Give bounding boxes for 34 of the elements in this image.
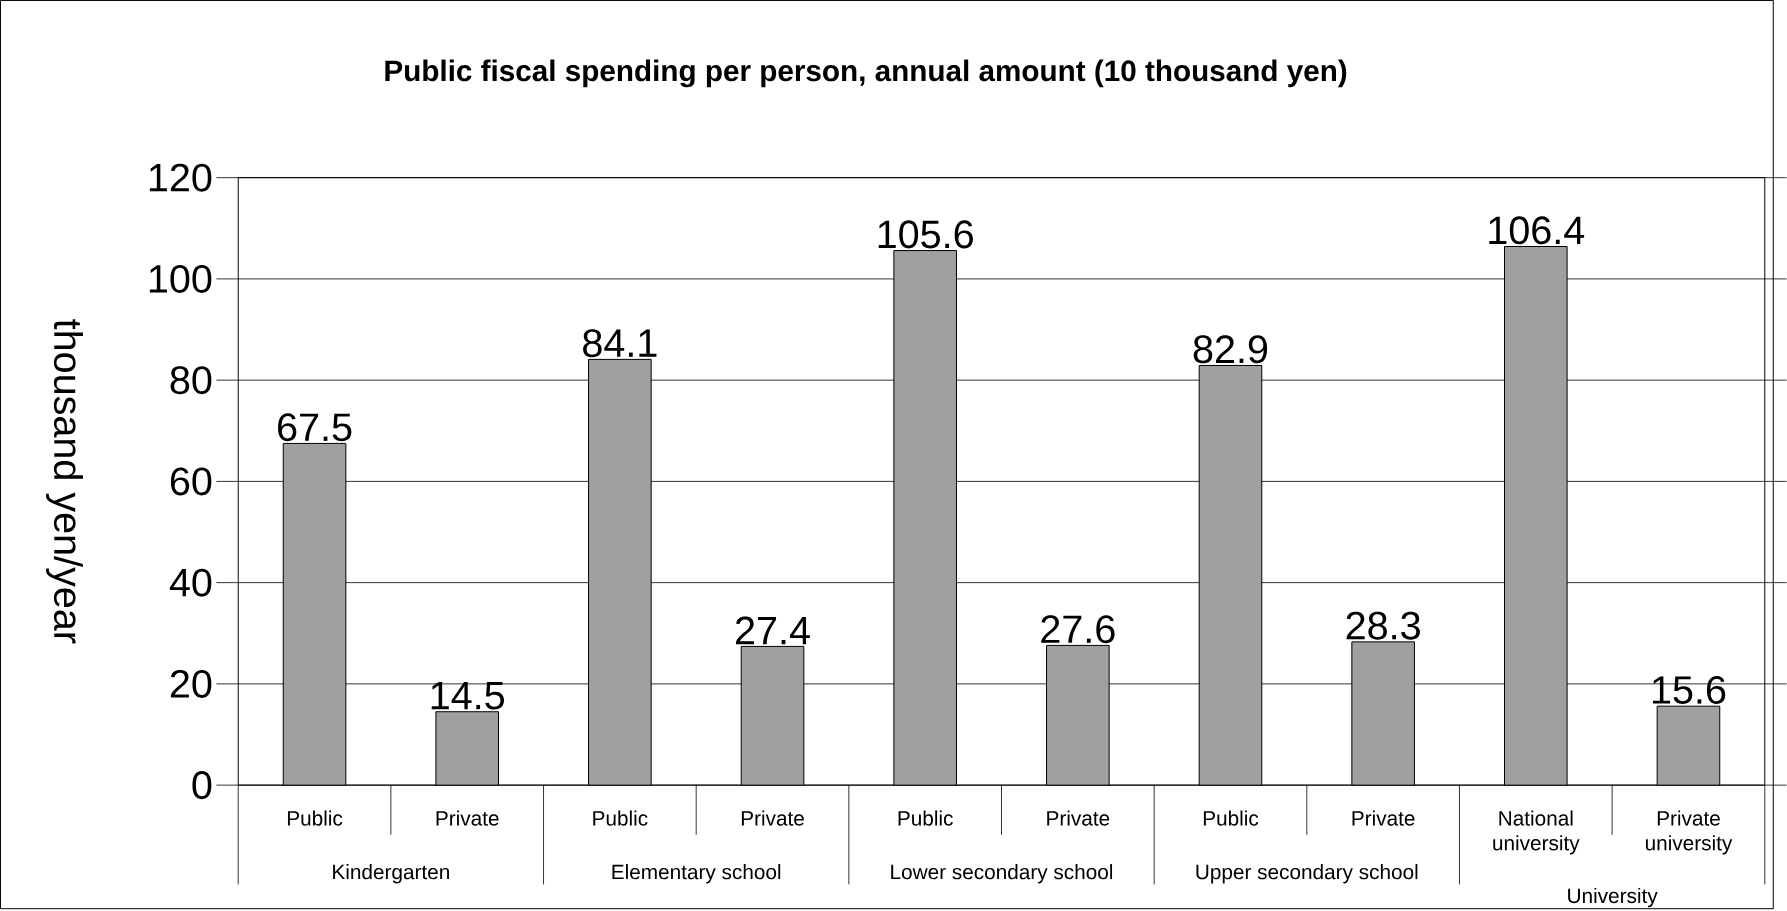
x-tick-label: Private xyxy=(436,810,499,826)
text: University xyxy=(1568,888,1658,908)
data-label: 67.5 xyxy=(278,413,352,442)
x-tick-label: Public xyxy=(898,810,953,826)
chart-title: Public fiscal spending per person, annual amount (10 thousand yen) xyxy=(385,59,1347,88)
data-label: 28.3 xyxy=(1346,611,1420,640)
data-label: 27.6 xyxy=(1041,615,1115,644)
data-label: 27.4 xyxy=(736,616,810,645)
y-tick-label: 80 xyxy=(170,366,212,395)
x-tick-label: Private xyxy=(1352,810,1415,826)
data-label: 105.6 xyxy=(878,220,973,249)
data-label: 84.1 xyxy=(583,329,657,358)
data-label: 106.4 xyxy=(1489,216,1585,245)
x-tick-label: Private xyxy=(1047,810,1110,826)
y-tick-label: 40 xyxy=(169,568,212,597)
y-tick-label: 0 xyxy=(192,771,212,800)
data-label: 82.9 xyxy=(1193,335,1268,364)
x-tick-label: Private xyxy=(741,810,804,826)
y-tick-label: 120 xyxy=(149,163,212,192)
y-tick-label: 60 xyxy=(170,467,212,496)
text: Elementary school xyxy=(612,864,781,884)
y-tick-label: 20 xyxy=(170,670,212,699)
text: Upper secondary school xyxy=(1196,864,1418,884)
data-label: 15.6 xyxy=(1652,676,1726,705)
x-tick-label: Public xyxy=(287,810,343,826)
data-label: 14.5 xyxy=(431,682,505,710)
x-tick-label: Public xyxy=(1203,810,1259,826)
y-tick-label: 100 xyxy=(149,265,212,294)
x-tick-label: Public xyxy=(593,810,648,826)
text: Lower secondary school xyxy=(891,864,1113,884)
text: Kindergarten xyxy=(333,864,449,884)
x-tick-label: Private university xyxy=(1645,810,1733,855)
y-axis-title: thousand yen/year xyxy=(46,319,83,644)
x-tick-label: National university xyxy=(1493,810,1580,855)
